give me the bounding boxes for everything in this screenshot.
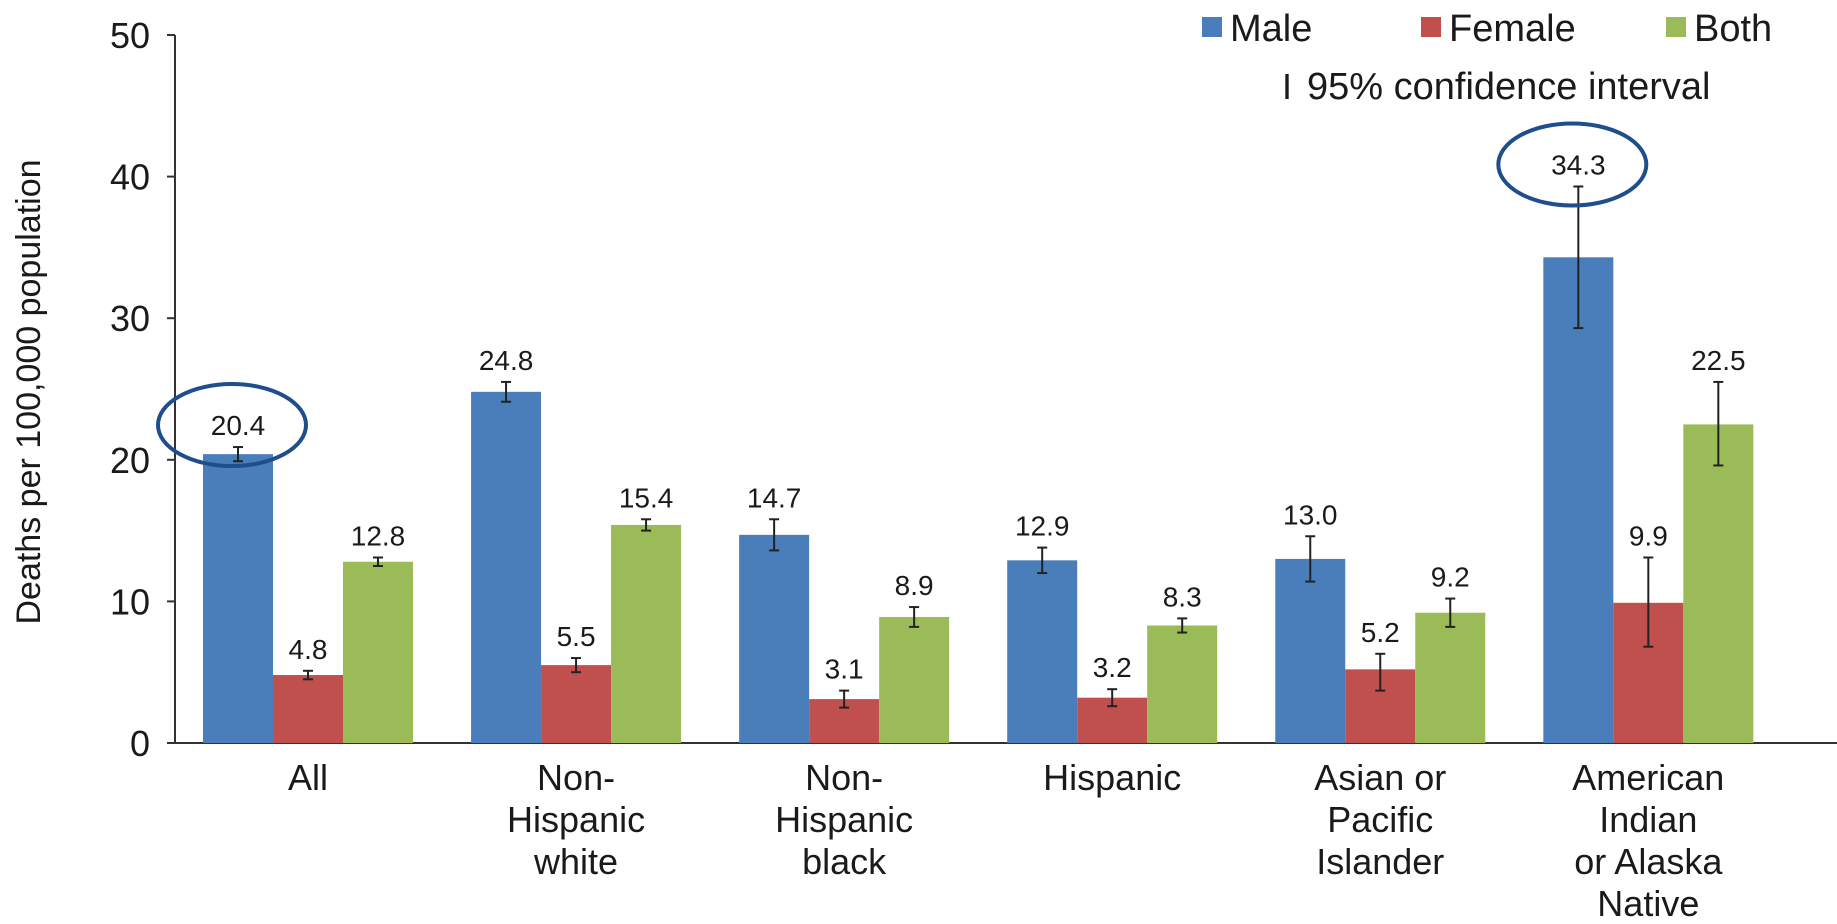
legend-swatch-male (1202, 17, 1222, 37)
data-label: 8.9 (895, 570, 934, 601)
data-label: 3.2 (1093, 652, 1132, 683)
y-tick-label: 10 (110, 581, 150, 622)
y-tick-label: 40 (110, 157, 150, 198)
data-label: 24.8 (479, 345, 534, 376)
bar-male (471, 391, 542, 743)
y-tick-label: 30 (110, 298, 150, 339)
bar-both (879, 616, 950, 743)
error-bars (233, 185, 1724, 709)
data-labels: 20.4 4.8 12.8 24.8 5.5 15.4 14.7 3.1 8.9 12.9 3.2 8… (211, 150, 1746, 685)
data-label: 5.2 (1361, 617, 1400, 648)
bar-both (343, 561, 413, 743)
bar-male (1007, 560, 1078, 743)
y-tick-label: 20 (110, 440, 150, 481)
legend-label-male: Male (1230, 8, 1312, 50)
highlight-ellipse (156, 382, 308, 469)
data-label: 14.7 (747, 482, 802, 513)
y-ticks: 0 10 20 30 40 50 (110, 15, 175, 764)
y-tick-label: 50 (110, 15, 150, 56)
bar-female (541, 665, 612, 743)
data-label: 34.3 (1551, 150, 1606, 181)
data-label: 22.5 (1691, 345, 1746, 376)
data-label: 9.9 (1629, 521, 1668, 552)
legend-ci-glyph: I (1282, 66, 1292, 107)
category-label-line: or Alaska (1574, 841, 1723, 882)
data-label: 3.1 (825, 654, 864, 685)
highlight-ellipse (1496, 121, 1649, 208)
bar-male (1275, 558, 1346, 743)
y-tick-label: 0 (130, 723, 150, 764)
bar-both (1683, 424, 1754, 743)
category-label-line: black (802, 841, 887, 882)
category-label: Non-Hispanic white (507, 757, 645, 882)
data-label: 13.0 (1283, 499, 1338, 530)
bar-both (1147, 625, 1218, 743)
data-label: 9.2 (1431, 562, 1470, 593)
bar-both (1415, 612, 1486, 743)
legend-swatch-both (1666, 17, 1686, 37)
category-label: American Indian or Alaska Native (1572, 757, 1724, 924)
data-label: 12.8 (351, 521, 406, 552)
data-label: 4.8 (289, 634, 328, 665)
data-label: 12.9 (1015, 511, 1070, 542)
legend-label-both: Both (1694, 8, 1772, 50)
category-label-line: Hispanic (775, 799, 913, 840)
data-label: 5.5 (557, 621, 596, 652)
bar-male (739, 534, 810, 743)
category-label-line: Non- (805, 757, 883, 798)
category-label-line: Indian (1599, 799, 1697, 840)
category-label-line: Islander (1316, 841, 1444, 882)
highlight-ellipses (156, 121, 1649, 469)
category-label-line: Pacific (1327, 799, 1433, 840)
bar-male (203, 454, 273, 743)
category-label-line: Native (1597, 883, 1699, 924)
data-label: 15.4 (619, 482, 674, 513)
category-label-line: All (288, 757, 328, 798)
legend-swatch-female (1421, 17, 1441, 37)
bars (203, 257, 1754, 743)
category-label-line: Hispanic (507, 799, 645, 840)
legend-ci-label: 95% confidence interval (1307, 66, 1710, 108)
bar-male (1543, 257, 1614, 743)
y-axis-title-group: Deaths per 100,000 population (10, 159, 48, 624)
category-label-line: white (533, 841, 618, 882)
category-label: Non-Hispanic black (775, 757, 913, 882)
category-label-line: Non- (537, 757, 615, 798)
bar-female (273, 675, 343, 743)
category-label: All (288, 757, 328, 798)
legend-label-female: Female (1449, 8, 1576, 50)
legend: Male Female Both I 95% confidence interval (1202, 8, 1772, 108)
data-label: 8.3 (1163, 581, 1202, 612)
category-label-line: American (1572, 757, 1724, 798)
category-label: Hispanic (1043, 757, 1181, 798)
category-label: Asian or Pacific Islander (1314, 757, 1446, 882)
category-label-line: Asian or (1314, 757, 1446, 798)
category-label-line: Hispanic (1043, 757, 1181, 798)
data-label: 20.4 (211, 410, 266, 441)
bar-both (611, 524, 682, 743)
y-axis-title: Deaths per 100,000 population (10, 159, 48, 624)
